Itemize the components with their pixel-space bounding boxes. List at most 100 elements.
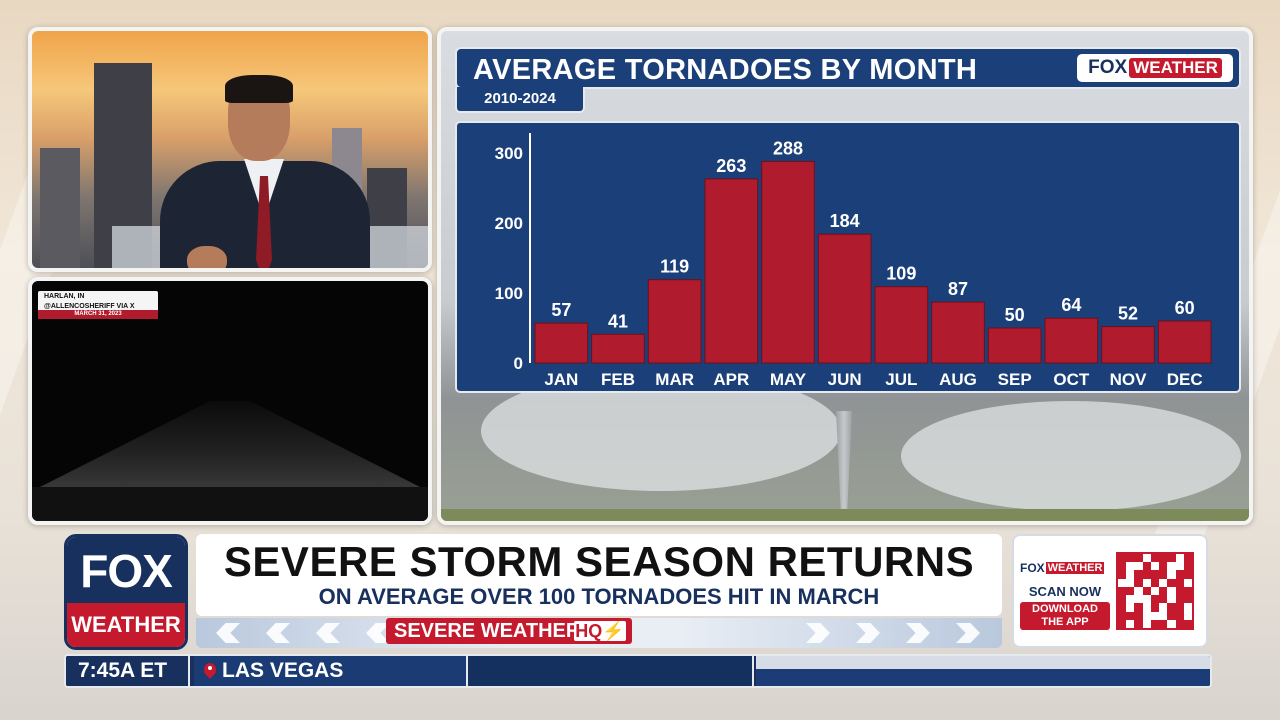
data-label: 109 — [886, 264, 916, 284]
bar-dec — [1157, 320, 1212, 364]
ticker-segment — [470, 656, 754, 686]
qr-module — [1175, 611, 1184, 620]
chart-title-bar: AVERAGE TORNADOES BY MONTH FOX WEATHER — [455, 47, 1241, 89]
fox-weather-logo: FOX WEATHER — [1077, 54, 1233, 82]
qr-module — [1167, 587, 1175, 595]
qr-module — [1126, 554, 1135, 563]
app-promo: FOX WEATHER SCAN NOW DOWNLOAD THE APP — [1012, 534, 1208, 648]
qr-module — [1159, 619, 1168, 628]
bar-apr — [704, 178, 759, 364]
qr-module — [1175, 570, 1184, 579]
ticker-bar: 7:45A ET LAS VEGAS — [64, 654, 1212, 688]
qr-module — [1150, 619, 1160, 628]
severe-weather-badge: SEVERE WEATHER HQ⚡ — [386, 618, 632, 644]
qr-module — [1183, 554, 1192, 563]
qr-module — [1142, 562, 1151, 571]
background-building — [40, 148, 80, 268]
storm-cloud — [901, 401, 1241, 511]
chevron-left-icon — [266, 623, 290, 643]
x-tick-label: NOV — [1110, 370, 1148, 389]
qr-module — [1176, 562, 1184, 570]
qr-module — [1118, 562, 1127, 571]
x-tick-label: MAR — [655, 370, 694, 389]
qr-module — [1150, 595, 1160, 604]
qr-module — [1183, 619, 1192, 628]
y-tick-label: 300 — [495, 144, 523, 163]
qr-module — [1175, 603, 1184, 612]
qr-module — [1167, 611, 1176, 620]
ticker-city-label: LAS VEGAS — [222, 659, 344, 682]
bar-oct — [1044, 317, 1099, 364]
ticker-highlight-strip — [756, 656, 1210, 669]
x-tick-label: MAY — [770, 370, 807, 389]
qr-module — [1167, 578, 1176, 587]
qr-module — [1176, 554, 1184, 562]
qr-module — [1134, 595, 1142, 603]
qr-module — [1151, 612, 1159, 620]
qr-module — [1126, 586, 1135, 596]
data-label: 52 — [1118, 304, 1138, 324]
qr-module — [1159, 562, 1168, 571]
anchor-video-panel — [28, 27, 432, 272]
qr-module — [1159, 586, 1168, 596]
qr-module — [1134, 570, 1143, 579]
storm-video-panel: HARLAN, IN @ALLENCOSHERIFF VIA X MARCH 3… — [28, 277, 432, 525]
promo-logo: FOX WEATHER — [1020, 560, 1108, 576]
qr-module — [1175, 578, 1184, 587]
x-tick-label: JUL — [885, 370, 917, 389]
hq-lightning-icon: HQ⚡ — [574, 621, 626, 641]
qr-module — [1143, 554, 1151, 562]
bar-sep — [987, 327, 1042, 364]
qr-module — [1150, 570, 1160, 579]
data-label: 60 — [1175, 298, 1195, 318]
main-logo-fox: FOX — [67, 537, 185, 605]
qr-module — [1167, 603, 1176, 612]
anchor-tie — [256, 176, 272, 268]
x-tick-label: APR — [713, 370, 749, 389]
data-label: 288 — [773, 138, 803, 158]
bar-jul — [874, 286, 929, 364]
qr-module — [1150, 554, 1160, 563]
promo-logo-weather: WEATHER — [1045, 562, 1105, 574]
qr-module — [1126, 562, 1134, 570]
chevron-left-icon — [366, 623, 390, 643]
x-tick-label: FEB — [601, 370, 635, 389]
qr-module — [1159, 612, 1167, 620]
qr-module — [1143, 612, 1151, 620]
data-label: 87 — [948, 279, 968, 299]
qr-module — [1183, 562, 1192, 571]
headline-box: SEVERE STORM SEASON RETURNS ON AVERAGE O… — [196, 534, 1002, 616]
promo-logo-fox: FOX — [1020, 561, 1045, 575]
qr-module — [1184, 612, 1192, 620]
lower-third: FOX WEATHER SEVERE STORM SEASON RETURNS … — [60, 532, 1212, 654]
qr-module — [1118, 554, 1127, 563]
video-date: MARCH 31, 2023 — [38, 310, 158, 319]
qr-module — [1159, 579, 1167, 587]
logo-weather-text: WEATHER — [1129, 58, 1222, 78]
qr-module — [1118, 586, 1127, 596]
bar-chart: 0 100 200 300 57 JAN 41 FEB 119 MAR 263 APR 288 MAY 18… — [455, 121, 1241, 393]
qr-module — [1126, 620, 1134, 628]
qr-module — [1151, 562, 1159, 570]
chart-panel: AVERAGE TORNADOES BY MONTH FOX WEATHER 2… — [437, 27, 1253, 525]
x-tick-label: AUG — [939, 370, 977, 389]
data-label: 263 — [716, 156, 746, 176]
chart-title: AVERAGE TORNADOES BY MONTH — [473, 54, 978, 86]
data-label: 184 — [830, 211, 860, 231]
qr-module — [1126, 579, 1134, 587]
bar-feb — [591, 333, 645, 364]
chevron-right-icon — [906, 623, 930, 643]
qr-module — [1167, 554, 1176, 563]
road-scene — [32, 401, 428, 491]
anchor-hand — [187, 246, 227, 268]
qr-module — [1134, 619, 1143, 628]
qr-code-icon — [1116, 552, 1194, 630]
qr-module — [1118, 619, 1127, 628]
qr-module — [1151, 587, 1159, 595]
qr-module — [1118, 603, 1127, 612]
anchor-hair — [225, 75, 293, 103]
main-logo-weather: WEATHER — [67, 603, 185, 647]
qr-module — [1150, 578, 1160, 587]
qr-module — [1167, 570, 1175, 578]
qr-module — [1159, 603, 1167, 611]
